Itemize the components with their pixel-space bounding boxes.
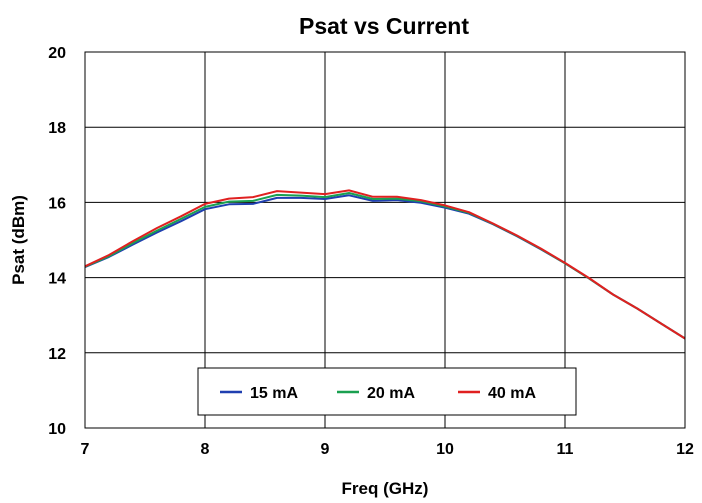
y-tick-labels: 10 12 14 16 18 20 xyxy=(48,45,66,438)
x-tick-labels: 7 8 9 10 11 12 xyxy=(81,441,694,458)
y-tick-label: 18 xyxy=(48,120,66,137)
legend-items: 15 mA 20 mA 40 mA xyxy=(220,385,536,402)
x-tick-label: 10 xyxy=(436,441,454,458)
x-tick-label: 8 xyxy=(201,441,210,458)
legend-label-2: 40 mA xyxy=(488,385,536,402)
series-line-2 xyxy=(84,189,686,340)
series-line-1 xyxy=(84,192,686,340)
x-tick-label: 7 xyxy=(81,441,90,458)
legend-box xyxy=(197,367,577,416)
y-tick-label: 10 xyxy=(48,421,66,438)
y-tick-label: 12 xyxy=(48,346,66,363)
plot-frame xyxy=(84,51,686,429)
series-line-0 xyxy=(84,194,686,340)
plot-lines xyxy=(84,189,686,340)
x-axis-label: Freq (GHz) xyxy=(342,479,429,498)
y-axis-label: Psat (dBm) xyxy=(9,195,28,285)
legend-label-0: 15 mA xyxy=(250,385,298,402)
chart-title: Psat vs Current xyxy=(299,13,469,39)
x-tick-label: 12 xyxy=(676,441,694,458)
y-tick-label: 16 xyxy=(48,195,66,212)
x-tick-label: 11 xyxy=(557,441,574,458)
x-tick-label: 9 xyxy=(321,441,330,458)
legend-label-1: 20 mA xyxy=(367,385,415,402)
y-tick-label: 20 xyxy=(48,45,66,62)
y-tick-label: 14 xyxy=(48,271,66,288)
legend: 15 mA 20 mA 40 mA xyxy=(197,367,577,416)
